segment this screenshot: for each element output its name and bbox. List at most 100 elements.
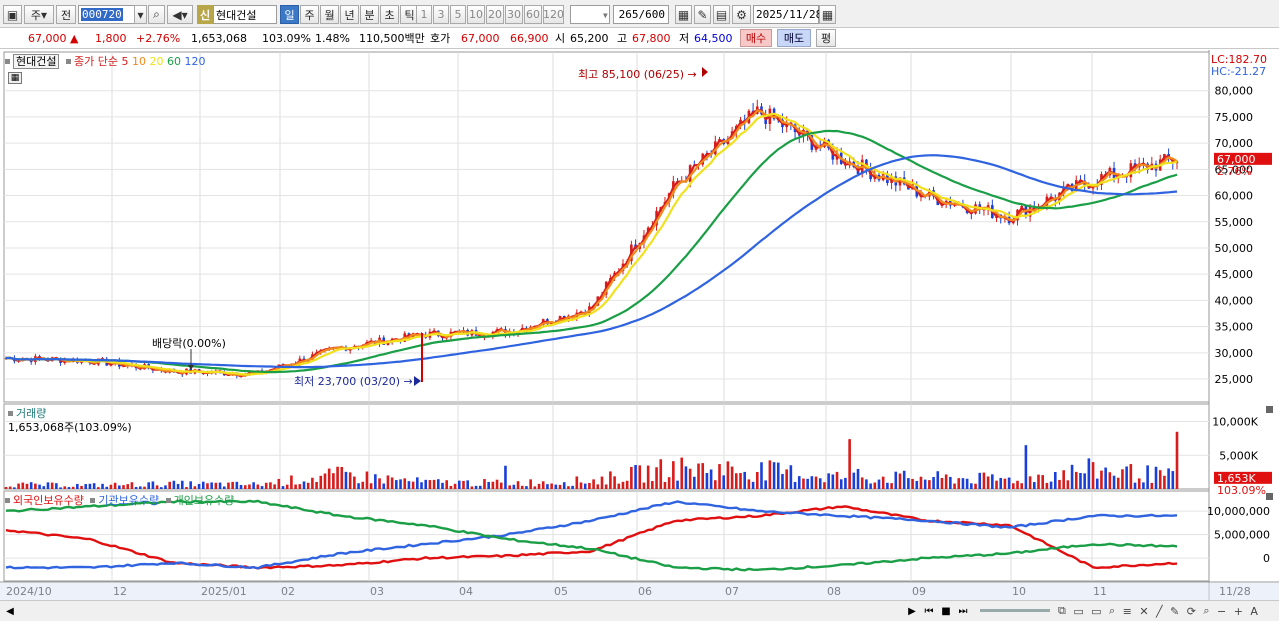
tab-3[interactable]: 년 — [340, 5, 359, 24]
tab-5[interactable]: 초 — [380, 5, 399, 24]
interval-30[interactable]: 30 — [505, 5, 523, 24]
ma-20-legend[interactable]: 20 — [149, 55, 167, 68]
dividend-marker — [188, 365, 194, 370]
layout2-icon[interactable]: ▭ — [1091, 604, 1102, 618]
interval-5[interactable]: 5 — [450, 5, 466, 24]
scroll-first-icon[interactable]: ⏮ — [924, 605, 934, 617]
ma-120-legend[interactable]: 120 — [184, 55, 206, 68]
date-input[interactable]: 2025/11/28 — [753, 5, 822, 24]
draw-icon[interactable]: ✎ — [1170, 604, 1180, 618]
plus-icon[interactable]: + — [1233, 604, 1243, 618]
volume-bar — [290, 475, 293, 489]
price-tick-label: 65,000 — [1215, 163, 1254, 176]
ma-legend-label[interactable]: 종가 단순 — [73, 55, 118, 68]
tab-1[interactable]: 주 — [300, 5, 319, 24]
table-icon[interactable]: ▦ — [8, 72, 22, 84]
refresh-icon[interactable]: ⟳ — [1186, 604, 1196, 618]
window-menu-icon[interactable]: ▣ — [3, 5, 22, 24]
volume-bar — [714, 480, 717, 489]
prev-button[interactable]: 전 — [56, 5, 76, 24]
stock-name-field[interactable]: 현대건설 — [213, 5, 277, 24]
volume-bar — [1012, 483, 1015, 489]
volume-bar — [873, 482, 877, 489]
volume-bar — [613, 476, 616, 489]
volume-bar — [1175, 431, 1179, 489]
font-icon[interactable]: A — [1250, 604, 1258, 618]
volume-bar — [827, 473, 830, 489]
chart-svg[interactable]: 2024/10122025/010203040506070809101111/2… — [0, 50, 1279, 601]
count-input[interactable]: 265/600 — [613, 5, 669, 24]
volume-bar — [646, 465, 650, 489]
volume-bar — [709, 469, 713, 489]
buy-button[interactable]: 매수 — [740, 29, 772, 47]
volume-bar — [1087, 458, 1091, 489]
interval-3[interactable]: 3 — [433, 5, 449, 24]
stock-code-input[interactable]: 000720 — [78, 5, 136, 24]
volume-bar — [390, 477, 394, 489]
sort-icon[interactable]: ≡ — [1122, 604, 1132, 618]
calendar-button[interactable]: ▦ — [819, 5, 836, 24]
chevron-down-icon: ▾ — [137, 7, 144, 22]
volume-bar — [210, 482, 213, 489]
code-dropdown-button[interactable]: ▾ — [134, 5, 147, 24]
foreign-legend[interactable]: 외국인보유수량 — [13, 494, 84, 507]
volume-bar — [63, 486, 67, 489]
volume-bar — [445, 480, 448, 489]
stock-code-value: 000720 — [81, 8, 123, 21]
volume-bar — [1146, 465, 1149, 489]
tool-icon[interactable]: ⌕ — [1109, 604, 1116, 617]
line-icon[interactable]: ╱ — [1156, 604, 1163, 618]
tab-6[interactable]: 틱 — [400, 5, 419, 24]
search-button[interactable]: ⌕ — [148, 5, 165, 24]
zoom-search-icon[interactable]: ⌕ — [1203, 604, 1210, 617]
volume-bar — [151, 481, 155, 489]
ma-5-legend[interactable]: 5 — [121, 55, 132, 68]
horizontal-scrollbar[interactable]: ◀ ▶ ⏮ ■ ⏭ ⧉ ▭ ▭ ⌕ ≡ ✕ ╱ ✎ ⟳ ⌕ − + A — [0, 600, 1279, 621]
scroll-left-icon[interactable]: ◀ — [6, 605, 14, 617]
interval-input[interactable]: ▾ — [570, 5, 610, 24]
scroll-last-icon[interactable]: ⏭ — [958, 605, 968, 617]
period-dropdown[interactable]: 주 ▾ — [24, 5, 54, 24]
ma-60-legend[interactable]: 60 — [166, 55, 185, 68]
volume-bar — [936, 471, 940, 489]
indiv-legend[interactable]: 개인보유수량 — [173, 494, 235, 507]
copy-icon[interactable]: ⧉ — [1058, 604, 1066, 617]
interval-120[interactable]: 120 — [543, 5, 564, 24]
save-button[interactable]: ▤ — [713, 5, 730, 24]
volume-bar — [495, 479, 499, 489]
sell-button[interactable]: 매도 — [777, 29, 811, 47]
eval-button[interactable]: 평 — [816, 29, 836, 47]
volume-bar — [1158, 470, 1162, 489]
interval-20[interactable]: 20 — [486, 5, 504, 24]
volume-bar — [537, 483, 541, 489]
zoom-slider[interactable] — [980, 609, 1050, 612]
volume-bar — [781, 474, 784, 489]
price-tick-label: 80,000 — [1215, 85, 1254, 98]
chart-area[interactable]: 2024/10122025/010203040506070809101111/2… — [0, 50, 1279, 601]
inst-legend[interactable]: 기관보유수량 — [98, 494, 160, 507]
zoom-button[interactable]: ▦ — [675, 5, 692, 24]
volume-bar — [239, 484, 243, 489]
stop-icon[interactable]: ■ — [941, 605, 951, 617]
cross-icon[interactable]: ✕ — [1139, 604, 1149, 618]
grid-icon: ▦ — [677, 7, 690, 22]
volume-bar — [231, 481, 234, 489]
interval-1[interactable]: 1 — [416, 5, 432, 24]
price-stock-label[interactable]: 현대건설 — [13, 54, 60, 69]
sound-button[interactable]: ◀▾ — [167, 5, 193, 24]
settings-button[interactable]: ⚙ — [732, 5, 751, 24]
tab-4[interactable]: 분 — [360, 5, 379, 24]
minus-icon[interactable]: − — [1217, 604, 1227, 618]
drawing-button[interactable]: ✎ — [694, 5, 711, 24]
ma-10-legend[interactable]: 10 — [131, 55, 150, 68]
volume-bar — [378, 478, 381, 489]
tab-0[interactable]: 일 — [280, 5, 299, 24]
volume-bar — [185, 487, 188, 489]
interval-10[interactable]: 10 — [467, 5, 485, 24]
interval-60[interactable]: 60 — [524, 5, 542, 24]
layout-icon[interactable]: ▭ — [1073, 604, 1084, 618]
scroll-right-icon[interactable]: ▶ — [908, 605, 916, 617]
volume-bar — [634, 464, 637, 489]
tab-2[interactable]: 월 — [320, 5, 339, 24]
volume-bar — [1062, 470, 1065, 489]
